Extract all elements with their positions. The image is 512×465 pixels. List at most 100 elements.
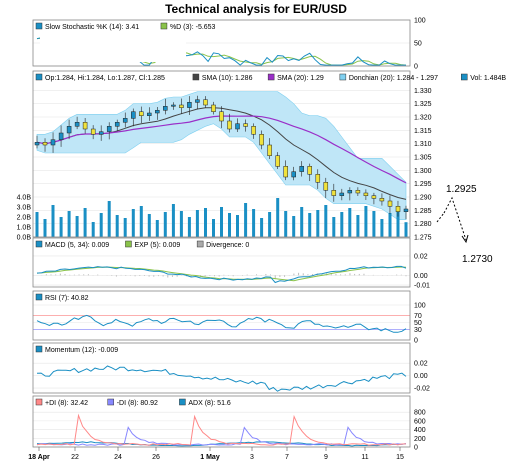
volume-bar	[404, 222, 408, 237]
volume-bar	[324, 205, 328, 237]
y-tick-label: 200	[414, 436, 426, 443]
legend-label: Momentum (12): -0.009	[45, 347, 118, 354]
volume-bar	[59, 217, 63, 237]
y-tick-label: 0.02	[414, 253, 428, 260]
candle	[235, 123, 240, 130]
volume-bar	[388, 213, 392, 237]
legend-label: SMA (10): 1.286	[202, 75, 253, 82]
y-tick-label: 0.02	[414, 361, 428, 368]
volume-bar	[67, 211, 71, 237]
volume-bar	[83, 208, 87, 237]
legend-swatch	[267, 73, 275, 81]
annotation-low: 1.2730	[462, 254, 493, 265]
adx-line	[36, 441, 407, 447]
volume-bar	[292, 216, 296, 237]
candle	[58, 132, 64, 140]
volume-bar	[276, 198, 280, 237]
legend-swatch	[192, 73, 200, 81]
legend-swatch	[35, 293, 43, 301]
legend-label: Vol: 1.484B	[470, 75, 506, 82]
candle	[98, 131, 104, 135]
rsi-line	[36, 314, 407, 333]
panel-frame	[32, 290, 411, 341]
volume-tick-label: 4.0B	[17, 195, 32, 202]
candle	[291, 171, 296, 178]
volume-bar	[179, 211, 183, 237]
x-tick-label: 9	[324, 454, 328, 461]
legend-swatch	[461, 73, 468, 81]
panel-frame	[32, 395, 411, 448]
candle	[323, 182, 329, 191]
x-tick-label: 15	[396, 454, 404, 461]
volume-bar	[308, 213, 312, 237]
volume-bar	[204, 208, 207, 237]
panel-frame	[32, 70, 411, 238]
y-tick-label: 70	[414, 313, 422, 320]
volume-bar	[228, 213, 231, 237]
volume-bar	[75, 216, 79, 237]
y-tick-label: 1.310	[414, 141, 432, 148]
legend-swatch	[35, 398, 43, 406]
volume-tick-label: 1.0B	[17, 225, 32, 232]
y-tick-label: 1.325	[414, 101, 432, 108]
candle	[122, 118, 128, 123]
volume-bar	[396, 207, 400, 237]
legend-label: EXP (5): 0.009	[134, 242, 180, 249]
legend-label: +DI (8): 32.42	[45, 400, 88, 407]
y-tick-label: 1.290	[414, 195, 432, 202]
candle	[179, 104, 184, 108]
candle	[34, 142, 40, 146]
volume-bar	[187, 217, 191, 237]
annotations: 1.2925 1.2730	[436, 184, 493, 265]
legend-swatch	[339, 73, 347, 81]
x-axis: 18 Apr 22 24 26 1 May 3 7 9 11 15	[28, 447, 404, 461]
candle	[66, 126, 72, 134]
volume-bar	[348, 208, 352, 237]
volume-bar	[35, 212, 39, 237]
volume-bar	[123, 218, 127, 237]
candle	[147, 112, 152, 116]
volume-bar	[163, 212, 167, 237]
candle	[139, 111, 144, 116]
legend-swatch	[196, 240, 204, 248]
minus-di-line	[36, 426, 407, 446]
candle	[227, 120, 232, 130]
annotation-arrowhead	[461, 234, 469, 244]
candle	[106, 126, 112, 132]
y-tick-label: 600	[414, 418, 426, 425]
x-tick-label: 3	[250, 454, 254, 461]
volume-bar	[316, 210, 320, 237]
volume-bar	[147, 214, 151, 237]
candle	[307, 166, 312, 175]
donchian-band	[36, 91, 407, 220]
volume-bar	[244, 203, 248, 237]
candle	[347, 190, 353, 194]
panels: 100 50 0 Slow Stochastic %K (14): 3.41 %D (3…	[17, 18, 507, 452]
volume-bar	[91, 222, 95, 237]
volume-bar	[372, 211, 376, 237]
panel-frame	[32, 19, 411, 67]
candle	[315, 174, 321, 183]
candle	[267, 144, 272, 156]
y-tick-label: 100	[414, 303, 426, 310]
y-tick-label: -0.02	[414, 386, 430, 393]
momentum-line	[36, 365, 407, 392]
y-tick-label: 1.330	[414, 88, 432, 95]
volume-bar	[115, 215, 119, 237]
legend-label: Slow Stochastic %K (14): 3.41	[45, 24, 139, 31]
volume-bar	[220, 207, 223, 237]
legend-swatch	[125, 240, 132, 248]
candle	[42, 142, 48, 146]
y-tick-label: 0.00	[414, 273, 428, 280]
candle	[171, 104, 176, 107]
y-tick-label: 30	[414, 327, 422, 334]
legend-swatch	[160, 22, 168, 30]
y-tick-label: 1.305	[414, 155, 432, 162]
annotation-path-entry	[436, 212, 445, 223]
chart-title: Technical analysis for EUR/USD	[165, 2, 347, 16]
legend-label: SMA (20): 1.29	[277, 75, 324, 82]
legend-swatch	[107, 398, 114, 406]
candle	[74, 122, 80, 127]
y-tick-label: 100	[414, 18, 426, 25]
